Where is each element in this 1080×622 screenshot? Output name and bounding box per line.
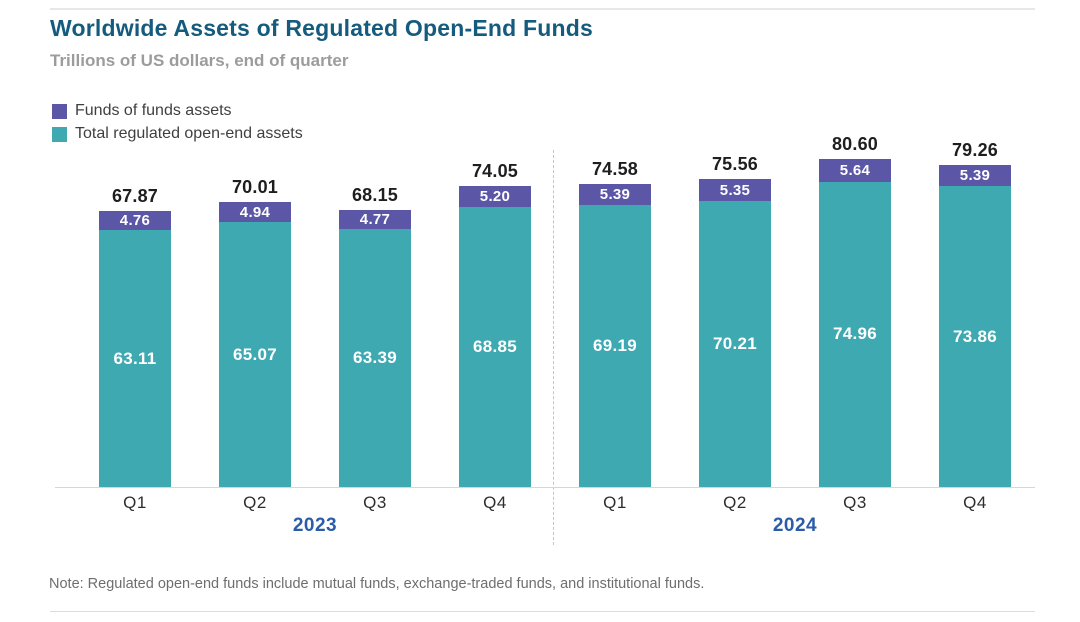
funds-of-funds-value: 4.76 <box>119 211 151 229</box>
bar-total-label: 68.15 <box>351 184 399 205</box>
x-axis-tick-labels: Q1 Q2 Q3 Q4 Q1 Q2 Q3 Q4 <box>75 493 1035 513</box>
legend-label: Total regulated open-end assets <box>75 125 303 142</box>
open-end-assets-value: 70.21 <box>712 334 758 354</box>
x-tick-q2-2024: Q2 <box>723 493 747 512</box>
bar-total-label: 80.60 <box>831 133 879 154</box>
legend: Funds of funds assets Total regulated op… <box>52 102 303 143</box>
x-tick-q4-2024: Q4 <box>963 493 987 512</box>
bar-group-Q3-2023: 68.15 4.77 63.39 <box>315 130 435 487</box>
open-end-assets-value: 73.86 <box>952 326 998 346</box>
x-tick-q4-2023: Q4 <box>483 493 507 512</box>
funds-of-funds-value: 5.64 <box>839 161 871 179</box>
legend-swatch-purple-icon <box>52 103 67 119</box>
bar-total-label: 75.56 <box>711 154 759 175</box>
funds-of-funds-segment: 5.20 <box>459 185 531 207</box>
open-end-assets-value: 74.96 <box>832 324 878 344</box>
open-end-assets-value: 63.39 <box>352 348 398 367</box>
open-end-assets-value: 63.11 <box>113 348 157 368</box>
legend-swatch-teal-icon <box>52 126 67 142</box>
open-end-assets-segment: 68.85 <box>459 206 531 487</box>
bar-total-label: 74.05 <box>471 160 519 181</box>
open-end-assets-segment: 63.39 <box>339 229 411 487</box>
funds-of-funds-value: 5.39 <box>599 185 631 203</box>
bar-group-Q3-2024: 80.60 5.64 74.96 <box>795 130 915 487</box>
funds-of-funds-value: 5.20 <box>479 187 511 205</box>
open-end-assets-segment: 65.07 <box>219 222 291 487</box>
bar-group-Q1-2024: 74.58 5.39 69.19 <box>555 130 675 487</box>
year-divider-dashed-line <box>553 150 554 545</box>
bar-total-label: 70.01 <box>231 177 279 198</box>
funds-of-funds-segment: 4.94 <box>219 202 291 223</box>
legend-item-total-open-end: Total regulated open-end assets <box>52 125 303 143</box>
open-end-assets-segment: 73.86 <box>939 186 1011 487</box>
bar-group-Q4-2024: 79.26 5.39 73.86 <box>915 130 1035 487</box>
x-axis-line <box>55 487 1035 488</box>
open-end-assets-value: 65.07 <box>232 344 278 364</box>
open-end-assets-segment: 70.21 <box>699 201 771 487</box>
bar-group-Q4-2023: 74.05 5.20 68.85 <box>435 130 555 487</box>
x-tick-q3-2024: Q3 <box>843 493 867 512</box>
funds-of-funds-segment: 4.77 <box>339 209 411 229</box>
funds-of-funds-segment: 5.35 <box>699 179 771 202</box>
x-tick-q2-2023: Q2 <box>243 493 267 512</box>
open-end-assets-segment: 74.96 <box>819 181 891 487</box>
open-end-assets-value: 69.19 <box>592 336 638 356</box>
top-divider-line <box>50 8 1035 10</box>
open-end-assets-segment: 69.19 <box>579 205 651 487</box>
x-tick-q1-2023: Q1 <box>123 493 147 512</box>
bottom-divider-line <box>50 611 1035 612</box>
funds-of-funds-segment: 5.64 <box>819 158 891 182</box>
chart-title: Worldwide Assets of Regulated Open-End F… <box>50 15 593 41</box>
chart-subtitle: Trillions of US dollars, end of quarter <box>50 51 349 70</box>
funds-of-funds-segment: 5.39 <box>939 164 1011 187</box>
bar-group-Q2-2023: 70.01 4.94 65.07 <box>195 130 315 487</box>
funds-of-funds-segment: 5.39 <box>579 183 651 206</box>
year-label-2023: 2023 <box>292 515 338 536</box>
year-label-2024: 2024 <box>772 515 818 536</box>
funds-of-funds-value: 5.39 <box>959 166 991 184</box>
footnote: Note: Regulated open-end funds include m… <box>49 576 705 592</box>
funds-of-funds-value: 5.35 <box>719 181 751 199</box>
funds-of-funds-segment: 4.76 <box>99 210 171 231</box>
x-tick-q1-2024: Q1 <box>603 493 627 512</box>
bar-total-label: 67.87 <box>111 185 159 206</box>
legend-item-funds-of-funds: Funds of funds assets <box>52 102 303 120</box>
funds-of-funds-value: 4.94 <box>239 203 271 221</box>
x-axis-year-labels: 2023 2024 <box>75 515 1035 537</box>
funds-of-funds-value: 4.77 <box>359 210 391 228</box>
bar-group-Q1-2023: 67.87 4.76 63.11 <box>75 130 195 487</box>
bar-total-label: 74.58 <box>591 158 639 179</box>
bar-total-label: 79.26 <box>951 139 999 160</box>
x-tick-q3-2023: Q3 <box>363 493 387 512</box>
legend-label: Funds of funds assets <box>75 102 232 119</box>
open-end-assets-segment: 63.11 <box>99 230 171 487</box>
bar-chart-plot-area: 67.87 4.76 63.11 70.01 4.94 65.07 68.15 4.77 63.… <box>75 130 1035 487</box>
bar-group-Q2-2024: 75.56 5.35 70.21 <box>675 130 795 487</box>
open-end-assets-value: 68.85 <box>472 336 518 356</box>
